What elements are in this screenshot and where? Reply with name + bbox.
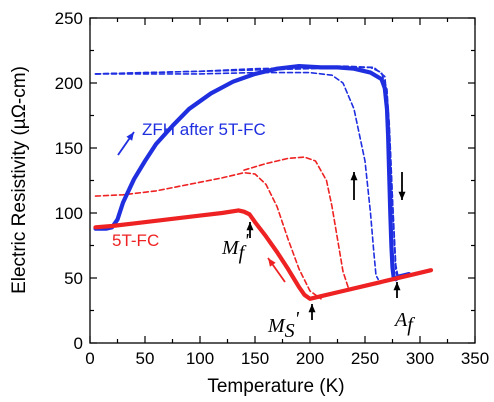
ms-label-sub: S [285, 320, 295, 342]
y-tick-label: 150 [55, 139, 83, 158]
zfh-direction-arrow-head [126, 132, 134, 141]
zfh-direction-arrow [117, 131, 135, 156]
x-tick-label: 300 [406, 349, 434, 368]
x-tick-label: 250 [351, 349, 379, 368]
dashed-series-line [94, 171, 322, 300]
dashed-series-line [94, 71, 379, 281]
dashed-series-line [243, 156, 350, 290]
fc-series-line [93, 208, 434, 301]
af-marker-arrow-head [393, 282, 401, 291]
af-label-main: A [393, 309, 408, 331]
x-tick-label: 0 [85, 349, 94, 368]
y-tick-label: 250 [55, 9, 83, 28]
y-tick-label: 100 [55, 204, 83, 223]
y-axis-label: Electric Resistivity (µΩ-cm) [9, 66, 30, 294]
ms-label: MS' [267, 308, 300, 342]
ms-marker-arrow-head [308, 304, 316, 313]
x-tick-label: 50 [136, 349, 155, 368]
mf-label-prime: ' [244, 230, 249, 252]
dashed-series-line [94, 65, 399, 278]
mf-label-main: M [221, 237, 240, 259]
x-axis-label: Temperature (K) [207, 376, 344, 397]
af-label-sub: f [407, 314, 415, 336]
x-tick-label: 200 [296, 349, 324, 368]
zfh-series-label: ZFH after 5T-FC [142, 120, 266, 139]
y-tick-label: 200 [55, 74, 83, 93]
ms-label-prime: ' [295, 308, 300, 330]
cooling-arrow-down-head [398, 191, 406, 200]
mf-marker-arrow-head [246, 222, 254, 231]
af-label: Af [393, 309, 415, 336]
fc-direction-arrow [267, 257, 286, 283]
fc-series-label: 5T-FC [112, 231, 159, 250]
zfh-series-line [93, 63, 412, 282]
warming-arrow-up-head [350, 172, 358, 181]
cooling-arrow-down [398, 172, 406, 200]
ms-label-main: M [267, 315, 286, 337]
mf-label: Mf' [221, 230, 249, 264]
warming-arrow-up [350, 172, 358, 200]
x-tick-label: 100 [186, 349, 214, 368]
fc-direction-arrow-head [268, 258, 276, 267]
ms-marker-arrow [308, 304, 316, 320]
mf-label-sub: f [239, 242, 247, 264]
x-tick-label: 350 [461, 349, 489, 368]
af-marker-arrow [393, 282, 401, 298]
y-tick-label: 0 [74, 334, 83, 353]
x-tick-label: 150 [241, 349, 269, 368]
mf-marker-arrow [246, 222, 254, 238]
y-tick-label: 50 [64, 269, 83, 288]
